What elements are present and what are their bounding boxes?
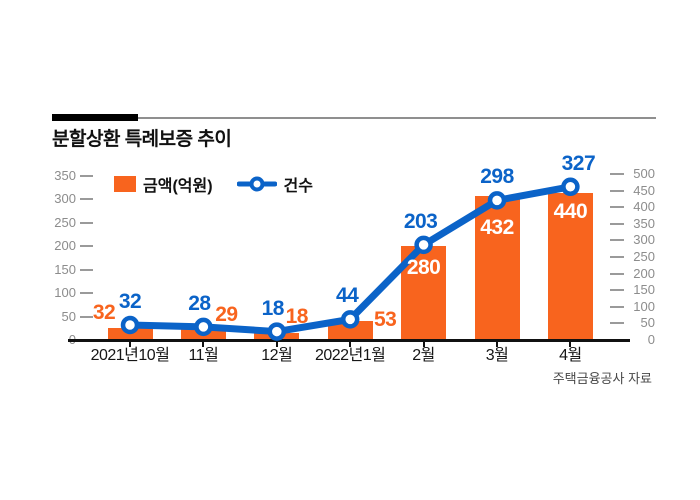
legend: 금액(억원) 건수 [114, 172, 313, 196]
y-axis-tick-label: 100 [54, 285, 76, 301]
line-value-label: 203 [403, 209, 438, 233]
header-rule-accent [52, 114, 138, 121]
x-axis-label: 2021년10월 [90, 347, 170, 364]
chart-title: 분할상환 특례보증 추이 [52, 129, 232, 150]
x-axis-baseline [68, 339, 630, 342]
bar-value-label: 32 [92, 301, 116, 324]
x-axis-tick [275, 342, 278, 347]
y-axis-tick-label: 300 [633, 232, 655, 248]
y-axis-tick [610, 189, 624, 192]
x-axis-tick [129, 342, 131, 347]
x-axis-label: 2022년1월 [314, 347, 386, 364]
x-axis-tick [496, 342, 498, 347]
y-axis-tick-label: 350 [633, 215, 655, 231]
line-point [194, 317, 213, 337]
x-axis-label: 12월 [261, 347, 293, 364]
source-note: 주택금융공사 자료 [552, 371, 652, 386]
x-axis-tick [422, 342, 425, 347]
bar [180, 329, 226, 339]
y-axis-tick [610, 206, 624, 209]
y-axis-tick-label: 500 [633, 166, 655, 181]
y-axis-tick [610, 289, 624, 292]
bar [107, 328, 153, 339]
line-value-label: 327 [561, 151, 596, 175]
y-axis-tick [80, 245, 93, 248]
line-point [487, 191, 507, 210]
header-rule [52, 117, 656, 119]
y-axis-tick-label: 100 [633, 298, 655, 314]
y-axis-tick [80, 315, 93, 318]
legend-bar-swatch-icon [114, 176, 136, 192]
bar [327, 321, 373, 339]
y-axis-tick [610, 272, 624, 275]
line-point [340, 310, 360, 329]
y-axis-tick-label: 200 [54, 238, 76, 254]
bar [401, 246, 447, 339]
x-axis-label: 3월 [485, 347, 509, 364]
y-axis-tick [80, 221, 93, 224]
x-axis-tick [349, 342, 352, 347]
y-axis-tick-label: 150 [633, 282, 655, 298]
legend-line-label: 건수 [283, 178, 313, 195]
bar [547, 192, 593, 339]
y-axis-tick-label: 400 [633, 199, 655, 215]
legend-bar-label: 금액(억원) [143, 178, 213, 195]
line-point [561, 177, 580, 197]
bar-value-label: 280 [406, 256, 441, 279]
y-axis-tick-label: 150 [54, 261, 76, 277]
x-axis-tick [202, 342, 205, 347]
line-point [414, 235, 433, 255]
y-axis-tick-label: 200 [633, 265, 655, 281]
y-axis-tick [80, 268, 93, 271]
y-axis-tick [80, 198, 93, 201]
bar-value-label: 432 [480, 216, 514, 239]
line-value-label: 298 [480, 165, 514, 189]
line-value-label: 44 [336, 284, 359, 308]
y-axis-tick-label: 350 [54, 168, 76, 183]
x-axis-label: 11월 [188, 347, 219, 364]
y-axis-tick-label: 50 [61, 308, 76, 324]
y-axis-tick [610, 256, 624, 258]
y-axis-tick [80, 292, 93, 295]
y-axis-tick-label: 300 [54, 191, 76, 207]
bar [254, 333, 300, 339]
y-axis-tick-label: 0 [68, 332, 76, 347]
bar [474, 195, 520, 339]
line-point [120, 315, 140, 335]
bar-value-label: 18 [285, 305, 309, 328]
x-axis-tick [569, 342, 572, 347]
line-value-label: 32 [118, 290, 142, 313]
y-axis-tick [610, 322, 624, 325]
y-axis-tick [610, 239, 624, 242]
x-axis-label: 4월 [559, 347, 582, 364]
y-axis-tick-label: 250 [54, 214, 76, 230]
y-axis-tick-label: 50 [640, 315, 655, 331]
y-axis-tick [610, 305, 624, 308]
y-axis-tick-label: 250 [633, 249, 655, 264]
legend-line-dot-icon [236, 176, 277, 192]
y-axis-tick-label: 0 [647, 332, 655, 347]
bar-value-label: 53 [374, 308, 397, 331]
y-axis-tick [610, 173, 624, 175]
line-point [267, 322, 287, 341]
x-axis-label: 2월 [412, 347, 435, 364]
bar-value-label: 440 [553, 200, 588, 223]
trend-line [126, 183, 574, 336]
y-axis-tick [610, 222, 624, 225]
line-value-label: 18 [261, 296, 285, 320]
line-value-label: 28 [188, 291, 211, 315]
bar-value-label: 29 [215, 303, 238, 326]
y-axis-tick [80, 175, 93, 177]
y-axis-tick-label: 450 [633, 182, 655, 198]
